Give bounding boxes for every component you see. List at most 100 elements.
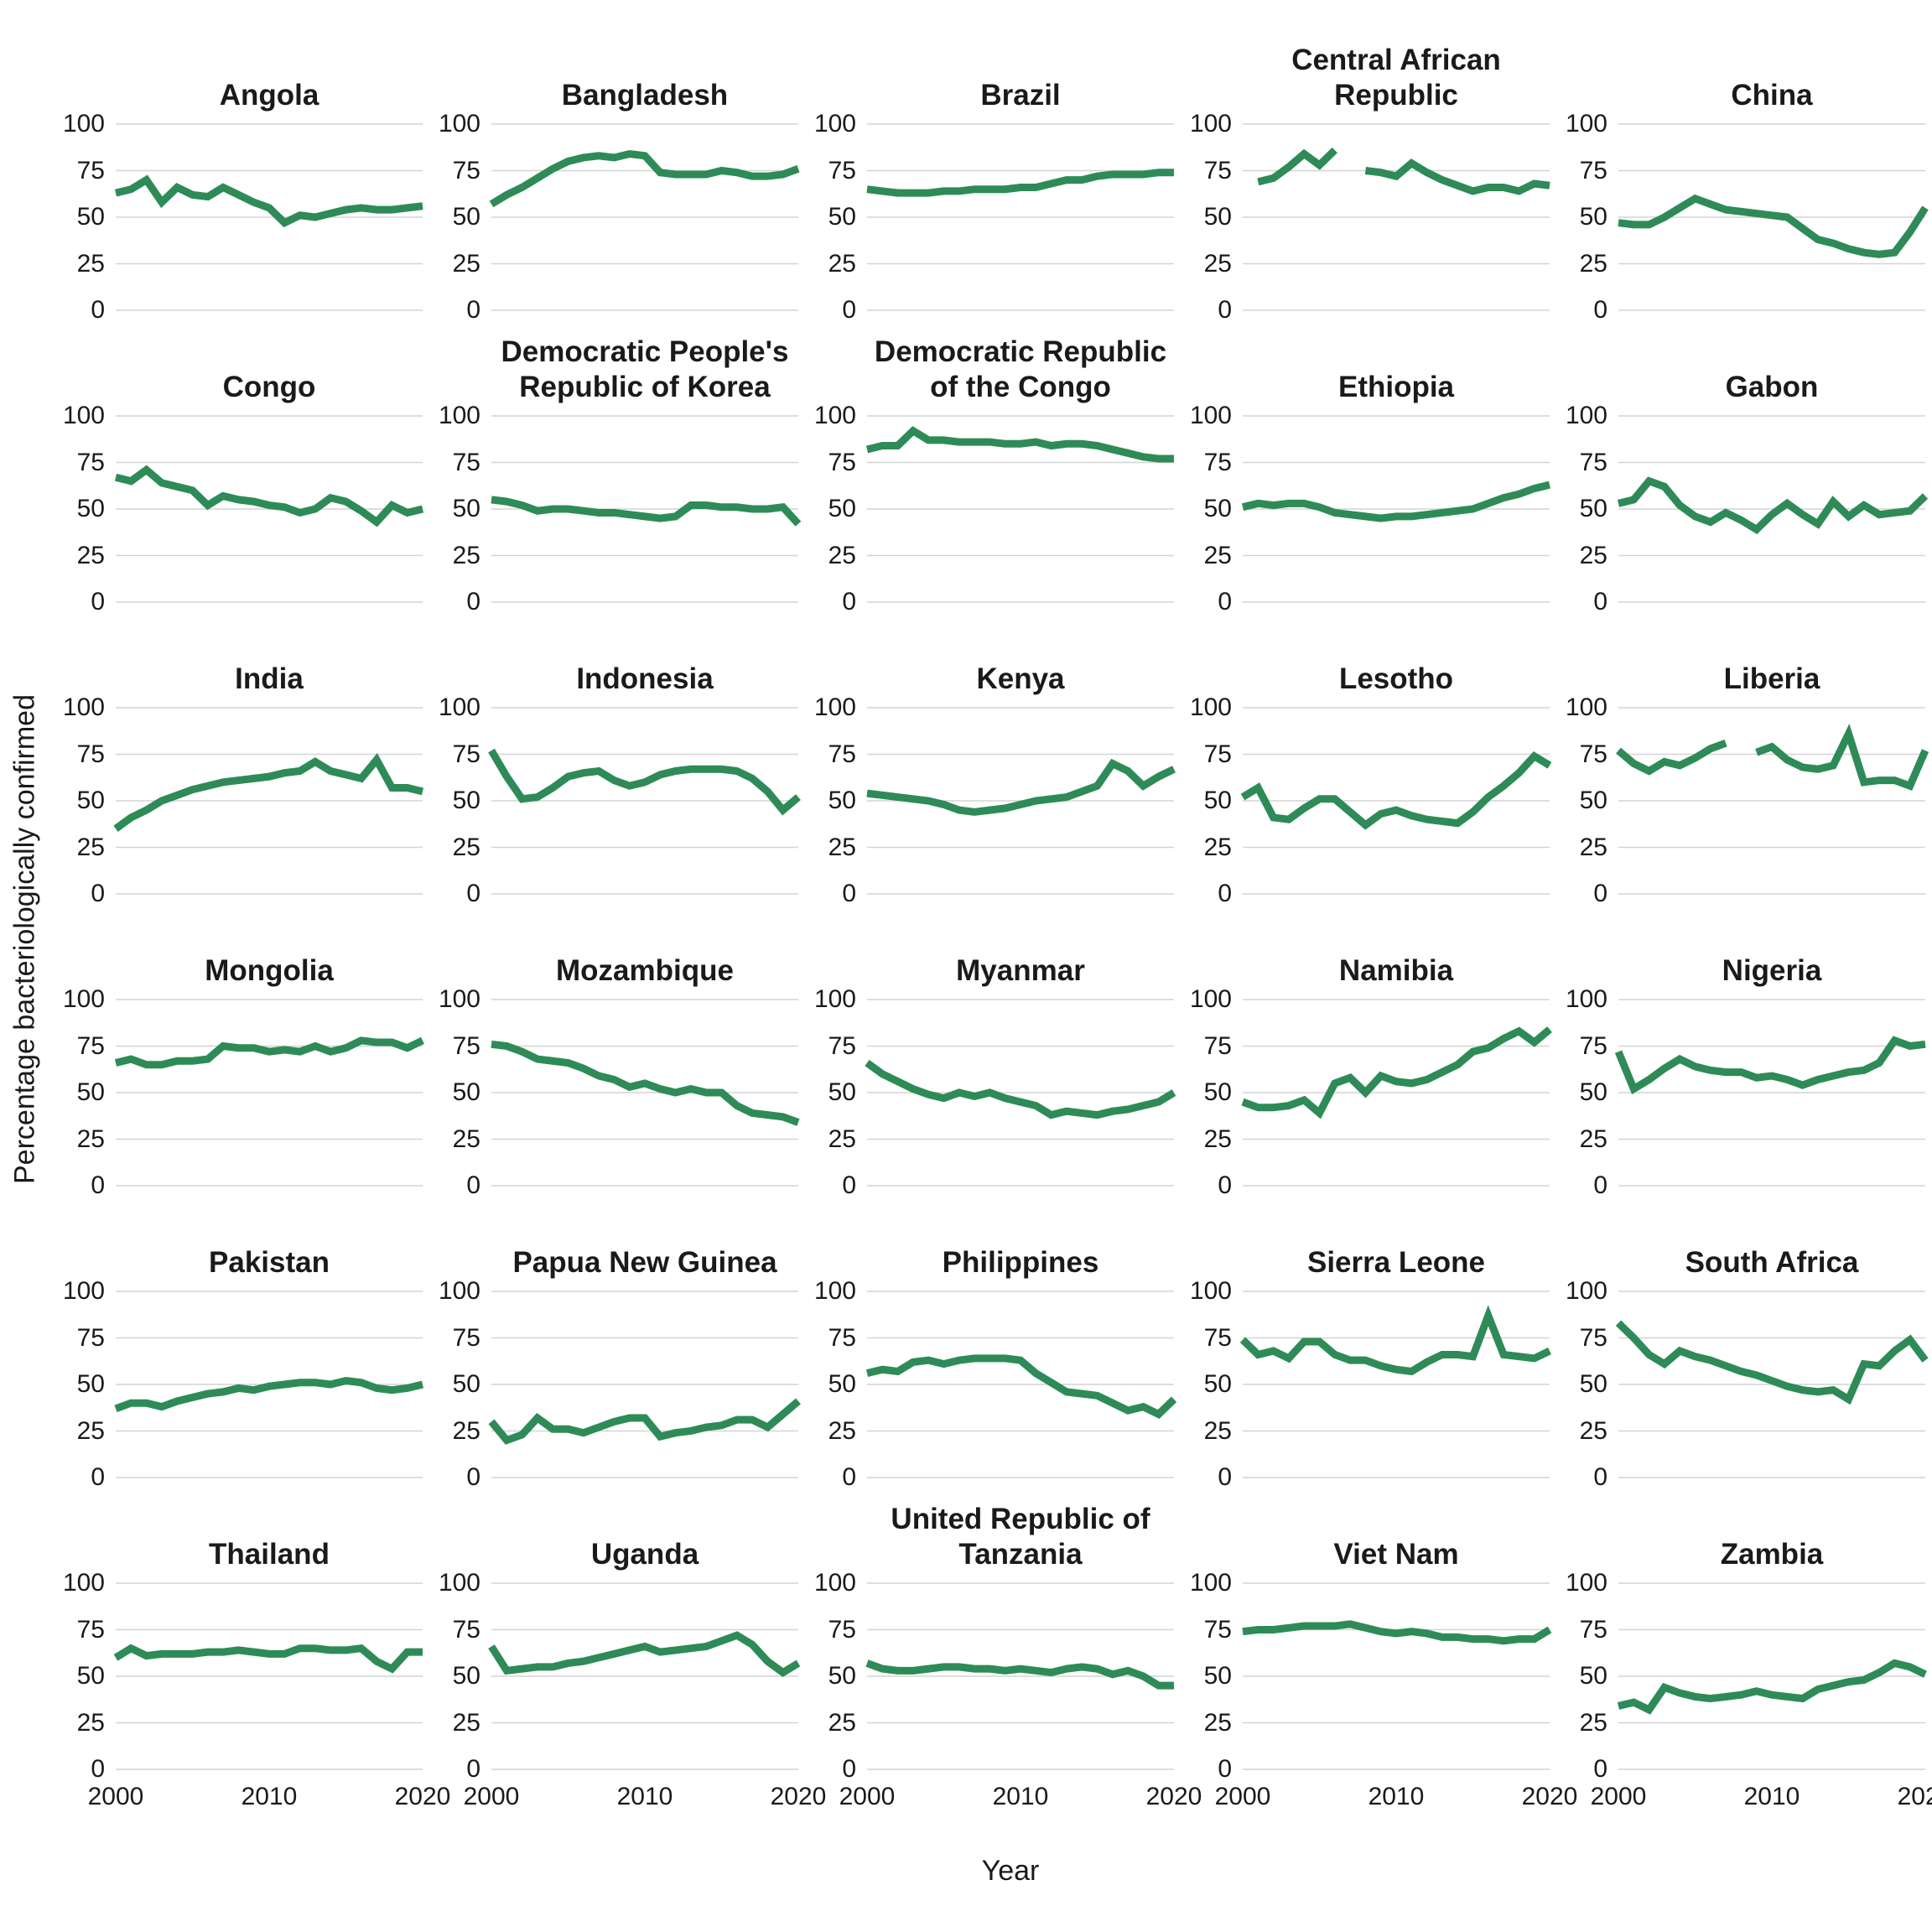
plot-area: 0 25 50 75 100: [63, 1569, 423, 1783]
y-tick-label: 50: [452, 495, 480, 522]
y-tick-label: 0: [1593, 296, 1607, 324]
plot-area: 0 25 50 75 100: [1190, 110, 1550, 324]
facet-namibia: Namibia 0 25 50 75 100: [1181, 901, 1550, 1199]
data-line: [1258, 150, 1335, 182]
y-tick-label: 25: [452, 1124, 480, 1153]
facet-mozambique: Mozambique 0 25 50 75 100: [429, 901, 798, 1199]
plot-area: 0 25 50 75 100: [814, 1277, 1174, 1491]
y-tick-label: 25: [1579, 541, 1607, 569]
data-line: [1243, 1030, 1550, 1114]
plot-area: 0 25 50 75 100: [814, 985, 1174, 1199]
y-tick-label: 50: [452, 1662, 480, 1690]
y-tick-label: 50: [1579, 1662, 1607, 1690]
y-tick-label: 100: [1189, 693, 1232, 721]
facet-indonesia: Indonesia 0 25 50 75 100: [429, 609, 798, 907]
facet-title: Sierra Leone: [1306, 1245, 1486, 1279]
y-tick-label: 25: [452, 541, 480, 569]
y-tick-label: 50: [1579, 203, 1607, 231]
x-axis-ticks: 2000 2010 2020: [839, 1769, 1202, 1816]
y-tick-label: 25: [1203, 541, 1232, 569]
line-chart-svg: [491, 708, 798, 894]
facet-title: United Republic of Tanzania: [891, 1503, 1150, 1571]
y-tick-label: 25: [76, 1416, 105, 1445]
y-tick-label: 50: [1579, 1370, 1607, 1398]
facet-title: Viet Nam: [1333, 1537, 1459, 1571]
y-tick-label: 50: [1203, 1370, 1232, 1398]
y-tick-label: 25: [1579, 1708, 1607, 1737]
y-tick-label: 75: [76, 448, 105, 476]
facet-papua-new-guinea: Papua New Guinea 0 25 50 75 100: [429, 1192, 798, 1491]
facet-bangladesh: Bangladesh 0 25 50 75 100: [429, 25, 798, 324]
y-tick-label: 50: [76, 203, 105, 231]
facet-thailand: Thailand 0 25 50 75 100 2000 2010 2020: [54, 1484, 451, 1816]
y-tick-label: 0: [1218, 1463, 1232, 1491]
data-line: [1243, 756, 1550, 825]
y-tick-label: 75: [76, 156, 105, 184]
x-axis-ticks: 2000 2010 2020: [88, 1769, 451, 1816]
facet-china: China 0 25 50 75 100: [1556, 25, 1925, 324]
facet-ethiopia: Ethiopia 0 25 50 75 100: [1181, 317, 1550, 615]
data-line: [1365, 164, 1550, 191]
data-line: [1618, 743, 1726, 771]
data-line: [1618, 1663, 1925, 1710]
y-tick-label: 50: [76, 1370, 105, 1398]
data-line: [491, 750, 798, 810]
y-tick-label: 25: [1579, 249, 1607, 278]
plot-area: 0 25 50 75 100: [439, 110, 798, 324]
plot-area: 0 25 50 75 100: [439, 693, 798, 907]
y-tick-label: 75: [1203, 1615, 1232, 1644]
facet-title: Mongolia: [205, 953, 334, 987]
data-line: [1757, 734, 1925, 786]
y-tick-label: 0: [91, 1755, 105, 1783]
x-tick-label: 2010: [616, 1783, 673, 1810]
facet-title: Bangladesh: [561, 78, 729, 112]
y-tick-label: 100: [62, 110, 105, 138]
facet-title: Zambia: [1720, 1537, 1824, 1571]
facet-title: Philippines: [942, 1245, 1099, 1279]
x-axis-ticks: 2000 2010 2020: [1215, 1769, 1578, 1816]
y-tick-label: 50: [1579, 495, 1607, 522]
y-tick-label: 100: [438, 1569, 480, 1597]
plot-area: 0 25 50 75 100: [1566, 985, 1925, 1199]
facet-title: Lesotho: [1338, 662, 1454, 695]
facet-title: Thailand: [209, 1537, 330, 1571]
y-tick-label: 50: [452, 787, 480, 814]
data-line: [491, 1401, 798, 1441]
y-tick-label: 75: [828, 1323, 856, 1352]
y-tick-label: 25: [828, 1708, 856, 1737]
line-chart-svg: [1618, 1000, 1925, 1186]
y-tick-label: 100: [62, 402, 105, 429]
line-chart-svg: [1243, 1583, 1550, 1769]
facet-congo: Congo 0 25 50 75 100: [54, 317, 423, 615]
data-line: [116, 1041, 423, 1065]
facet-title: Democratic People's Republic of Korea: [501, 335, 789, 403]
y-tick-label: 100: [1565, 1569, 1607, 1597]
facet-title: Namibia: [1338, 953, 1454, 987]
x-tick-label: 2000: [1590, 1783, 1647, 1810]
facet-india: India 0 25 50 75 100: [54, 609, 423, 907]
x-tick-label: 2020: [394, 1783, 451, 1810]
y-tick-label: 75: [1203, 156, 1232, 184]
y-tick-label: 0: [1593, 1171, 1607, 1199]
data-line: [867, 1062, 1174, 1114]
plot-area: 0 25 50 75 100: [1190, 693, 1550, 907]
line-chart-svg: [1243, 1000, 1550, 1186]
y-tick-label: 75: [1579, 1031, 1607, 1060]
plot-area: 0 25 50 75 100: [814, 110, 1174, 324]
line-chart-svg: [491, 1291, 798, 1478]
line-chart-svg: [1618, 1291, 1925, 1478]
y-tick-label: 25: [1579, 833, 1607, 861]
data-line: [1618, 1041, 1925, 1089]
line-chart-svg: [1243, 124, 1550, 310]
facet-title: Central African Republic: [1291, 44, 1501, 112]
facet-uganda: Uganda 0 25 50 75 100 2000 2010 2020: [429, 1484, 826, 1816]
y-tick-label: 0: [91, 588, 105, 615]
y-tick-label: 0: [91, 1463, 105, 1491]
y-tick-label: 100: [1189, 1277, 1232, 1305]
line-chart-svg: [116, 708, 423, 894]
x-tick-label: 2000: [1214, 1783, 1271, 1810]
line-chart-svg: [867, 1291, 1174, 1478]
y-tick-label: 25: [452, 1416, 480, 1445]
y-tick-label: 100: [1189, 110, 1232, 138]
y-tick-label: 100: [62, 1277, 105, 1305]
